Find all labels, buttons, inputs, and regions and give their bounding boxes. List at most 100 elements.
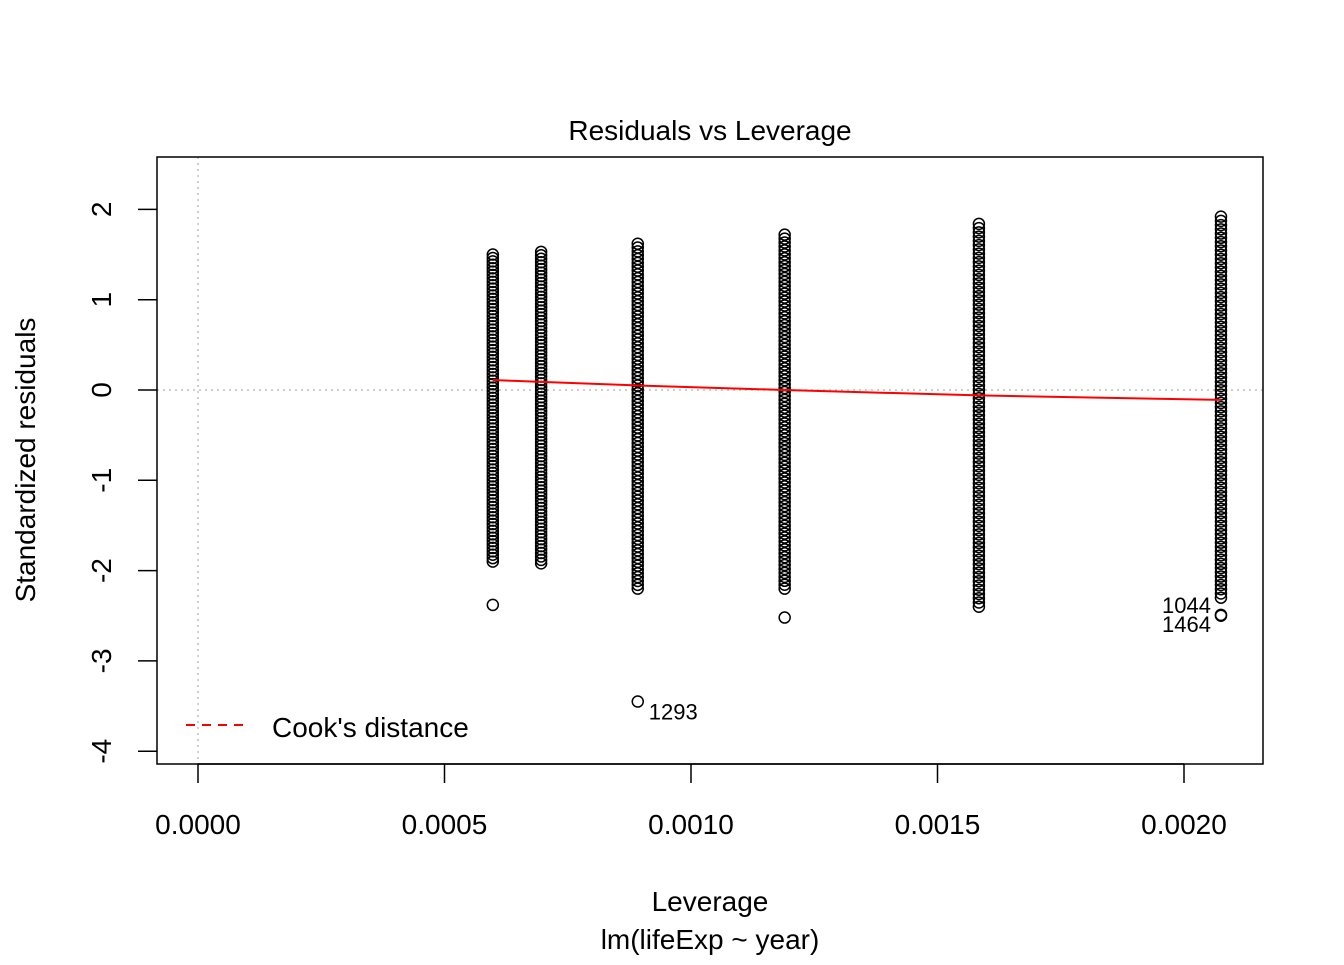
data-point	[1214, 256, 1228, 270]
data-point	[972, 281, 986, 294]
data-point	[972, 562, 986, 575]
data-point	[1214, 591, 1228, 604]
x-tick-label: 0.0015	[895, 809, 981, 840]
data-point	[1214, 282, 1228, 295]
data-point	[972, 362, 986, 375]
data-point	[486, 394, 500, 408]
data-point	[486, 299, 500, 312]
data-point	[1214, 210, 1228, 223]
data-point	[1214, 434, 1228, 448]
data-point	[1214, 307, 1228, 321]
data-point	[486, 425, 500, 439]
data-point	[1214, 515, 1228, 528]
x-tick-label: 0.0020	[1141, 809, 1227, 840]
data-point	[1214, 578, 1228, 592]
data-point	[486, 384, 500, 398]
data-point	[1214, 362, 1228, 376]
data-point	[778, 366, 791, 379]
data-point	[972, 426, 986, 439]
data-point	[1214, 405, 1228, 418]
outlier-label: 1044	[1162, 593, 1211, 618]
data-point	[486, 452, 500, 466]
data-point	[778, 342, 791, 355]
data-point	[972, 272, 986, 286]
data-point	[778, 503, 791, 517]
data-point	[486, 323, 500, 336]
data-point	[486, 296, 500, 309]
data-point	[972, 298, 986, 311]
data-point	[778, 495, 791, 509]
data-point	[778, 291, 791, 304]
data-point	[778, 476, 791, 489]
data-point	[778, 362, 791, 375]
data-point	[486, 381, 500, 394]
data-point	[1214, 278, 1228, 291]
data-point	[972, 379, 986, 392]
y-tick-label: 1	[86, 292, 117, 308]
data-point	[972, 468, 986, 482]
data-point	[486, 548, 500, 561]
data-point	[1214, 303, 1228, 317]
data-point	[778, 456, 791, 470]
data-point	[778, 279, 791, 293]
data-point	[778, 582, 791, 595]
data-point	[486, 412, 500, 425]
data-point	[778, 417, 791, 430]
data-point	[972, 434, 986, 448]
x-axis-label: Leverage	[652, 886, 769, 917]
data-point	[972, 396, 986, 409]
data-point	[972, 230, 986, 243]
data-point	[778, 334, 791, 348]
data-point	[972, 251, 986, 265]
data-point	[778, 574, 791, 588]
data-point	[778, 370, 791, 383]
outlier-point	[778, 611, 791, 624]
data-point	[1214, 430, 1228, 444]
data-point	[1214, 506, 1228, 520]
data-point	[486, 360, 500, 374]
data-point	[778, 393, 791, 407]
data-point	[1214, 455, 1228, 469]
data-point	[778, 346, 791, 359]
data-point	[486, 517, 500, 531]
data-point	[486, 333, 500, 347]
data-point	[778, 527, 791, 540]
data-point	[631, 241, 645, 254]
data-point	[778, 381, 791, 395]
data-point	[1214, 273, 1228, 287]
data-point	[972, 566, 986, 579]
data-point	[486, 255, 500, 268]
y-tick-label: -3	[86, 648, 117, 673]
data-point	[778, 271, 791, 285]
data-point	[486, 289, 500, 302]
data-point	[486, 261, 500, 275]
data-point	[778, 409, 791, 422]
data-point	[778, 236, 791, 249]
data-point	[972, 557, 986, 571]
data-point	[972, 277, 986, 290]
data-point	[486, 377, 500, 391]
data-point	[972, 285, 986, 299]
data-point	[486, 487, 500, 500]
data-point	[1214, 460, 1228, 473]
data-point	[778, 401, 791, 414]
data-point	[1214, 439, 1228, 452]
data-point	[972, 392, 986, 405]
data-point	[778, 472, 791, 485]
x-tick-label: 0.0000	[155, 809, 241, 840]
x-tick-label: 0.0010	[648, 809, 734, 840]
data-point	[486, 258, 500, 272]
data-point	[778, 550, 791, 564]
data-point	[972, 294, 986, 307]
data-point	[778, 385, 791, 399]
y-tick-label: -1	[86, 468, 117, 493]
data-point	[486, 306, 500, 319]
data-point	[1214, 367, 1228, 380]
data-point	[1214, 240, 1228, 253]
data-point	[778, 519, 791, 532]
data-point	[778, 275, 791, 289]
data-point	[1214, 354, 1228, 367]
data-point	[1214, 582, 1228, 596]
data-point	[778, 228, 791, 241]
